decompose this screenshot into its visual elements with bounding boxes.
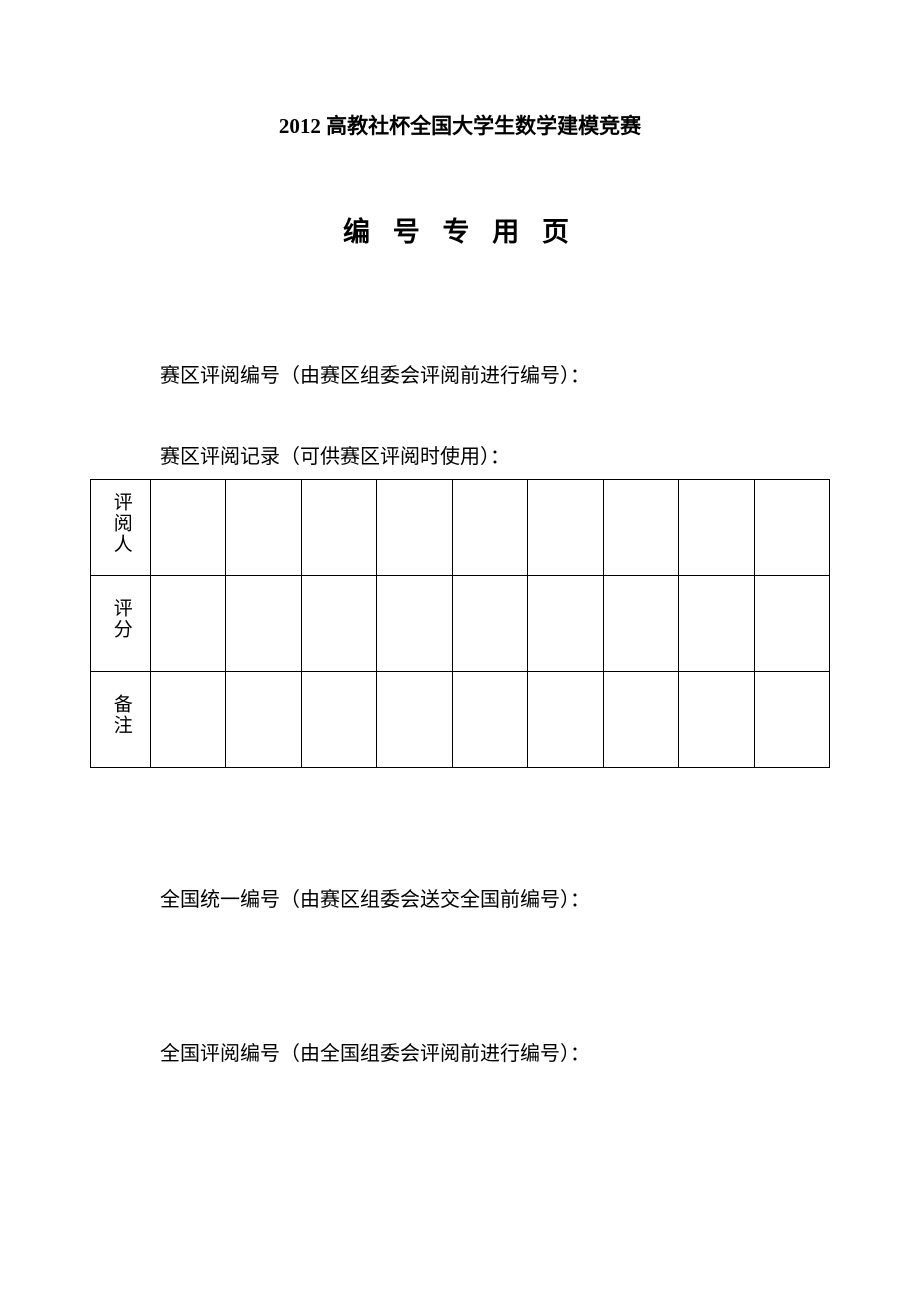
table-cell bbox=[226, 576, 301, 672]
table-cell bbox=[151, 480, 226, 576]
table-cell bbox=[754, 480, 830, 576]
document-page: 2012 高教社杯全国大学生数学建模竞赛 编 号 专 用 页 赛区评阅编号（由赛… bbox=[0, 0, 920, 1066]
table-cell bbox=[603, 672, 678, 768]
row-header-reviewer: 评阅人 bbox=[91, 480, 151, 576]
table-row: 评阅人 bbox=[91, 480, 830, 576]
competition-header: 2012 高教社杯全国大学生数学建模竞赛 bbox=[90, 110, 830, 140]
table-cell bbox=[151, 672, 226, 768]
table-cell bbox=[679, 480, 754, 576]
table-cell bbox=[226, 672, 301, 768]
table-cell bbox=[679, 576, 754, 672]
table-cell bbox=[528, 672, 603, 768]
table-cell bbox=[377, 672, 452, 768]
table-cell bbox=[679, 672, 754, 768]
table-cell bbox=[301, 576, 376, 672]
table-row: 备注 bbox=[91, 672, 830, 768]
table-cell bbox=[226, 480, 301, 576]
row-header-score: 评分 bbox=[91, 576, 151, 672]
table-cell bbox=[754, 576, 830, 672]
district-review-record-label: 赛区评阅记录（可供赛区评阅时使用）： bbox=[160, 440, 830, 469]
table-cell bbox=[528, 576, 603, 672]
table-row: 评分 bbox=[91, 576, 830, 672]
table-cell bbox=[151, 576, 226, 672]
district-review-number-label: 赛区评阅编号（由赛区组委会评阅前进行编号）： bbox=[160, 359, 830, 388]
table-cell bbox=[452, 480, 527, 576]
review-record-table: 评阅人 评分 备注 bbox=[90, 479, 830, 768]
page-title: 编 号 专 用 页 bbox=[90, 210, 830, 249]
row-header-remark: 备注 bbox=[91, 672, 151, 768]
table-cell bbox=[301, 672, 376, 768]
national-unified-number-label: 全国统一编号（由赛区组委会送交全国前编号）： bbox=[160, 883, 830, 912]
national-review-number-label: 全国评阅编号（由全国组委会评阅前进行编号）： bbox=[160, 1037, 830, 1066]
table-cell bbox=[603, 576, 678, 672]
table-cell bbox=[452, 672, 527, 768]
table-cell bbox=[528, 480, 603, 576]
table-cell bbox=[754, 672, 830, 768]
table-cell bbox=[377, 480, 452, 576]
table-cell bbox=[452, 576, 527, 672]
table-cell bbox=[377, 576, 452, 672]
table-cell bbox=[603, 480, 678, 576]
table-cell bbox=[301, 480, 376, 576]
